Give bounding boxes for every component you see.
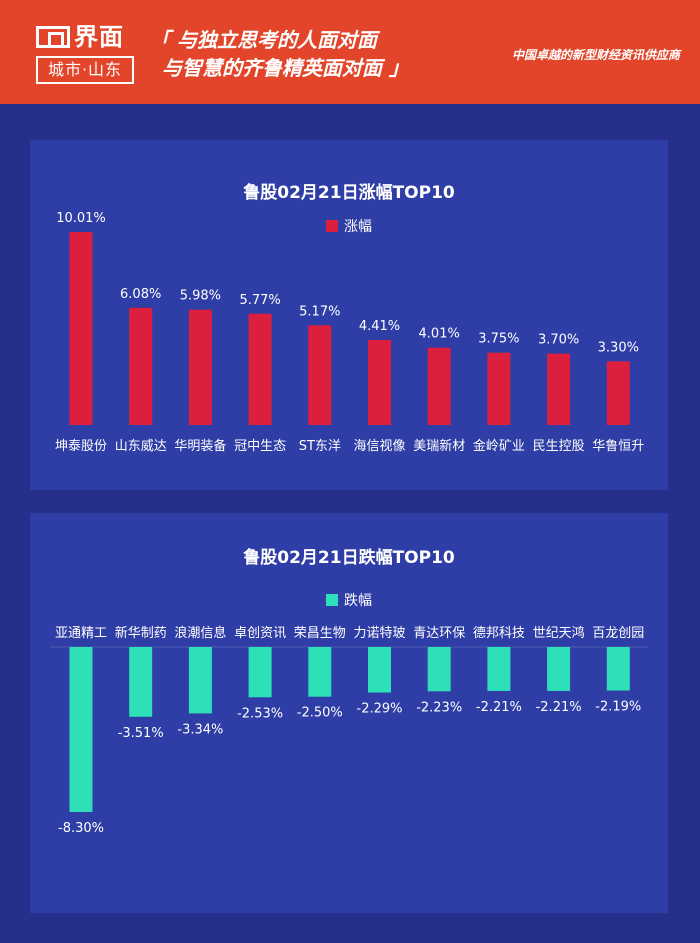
gainers-value-label: 4.41% [359, 319, 400, 334]
gainers-bar [368, 339, 391, 425]
gainers-bar [606, 361, 630, 425]
losers-value-label: -2.23% [416, 700, 462, 715]
gainers-value-label: 10.01% [56, 211, 106, 226]
losers-legend-label: 跌幅 [344, 593, 372, 609]
gainers-category-label: 美瑞新材 [413, 438, 465, 454]
losers-bar [308, 647, 332, 697]
gainers-bar [129, 307, 153, 425]
gainers-bar [547, 353, 571, 425]
gainers-value-label: 3.70% [538, 333, 579, 348]
logo-word: 界面 [74, 23, 124, 51]
losers-value-label: -3.51% [118, 726, 164, 741]
gainers-bar [248, 313, 272, 425]
gainers-value-label: 3.30% [598, 340, 639, 355]
losers-bar [368, 647, 391, 693]
gainers-chart-panel: 鲁股02月21日涨幅TOP10 涨幅 10.01% 坤泰股份 6.08% 山东威达 5.… [30, 140, 668, 490]
losers-category-label: 新华制药 [115, 625, 167, 641]
gainers-bar [487, 352, 511, 425]
losers-bar [69, 647, 93, 812]
losers-value-label: -2.29% [357, 702, 403, 717]
gainers-bar [308, 325, 332, 425]
losers-bar [606, 647, 630, 691]
losers-value-label: -2.19% [595, 700, 641, 715]
gainers-chart-title: 鲁股02月21日涨幅TOP10 [243, 183, 455, 203]
slogan: 「 与独立思考的人面对面 与智慧的齐鲁精英面对面 」 [150, 26, 409, 82]
losers-legend: 跌幅 [30, 590, 668, 610]
losers-category-label: 亚通精工 [55, 626, 107, 641]
losers-category-label: 卓创资讯 [234, 626, 286, 641]
losers-bar [129, 647, 153, 717]
gainers-value-label: 5.17% [299, 304, 340, 319]
losers-category-label: 世纪天鸿 [533, 625, 585, 641]
gainers-category-label: ST东洋 [299, 439, 341, 454]
gainers-value-label: 6.08% [120, 287, 161, 302]
gainers-bar [188, 309, 212, 425]
tagline: 中国卓越的新型财经资讯供应商 [511, 48, 680, 62]
brand-logo: 界面 城市·山东 [36, 22, 134, 84]
gainers-category-label: 华鲁恒升 [592, 439, 644, 454]
losers-value-label: -2.21% [476, 700, 522, 715]
gainers-legend: 涨幅 [30, 216, 668, 236]
losers-chart: -8.30% 亚通精工 -3.51% 新华制药 -3.34% 浪潮信息 -2.53% 卓创资讯… [50, 625, 648, 836]
slogan-line-2: 与智慧的齐鲁精英面对面 」 [162, 56, 409, 80]
gainers-category-label: 冠中生态 [234, 439, 286, 454]
losers-value-label: -3.34% [177, 722, 223, 737]
gainers-category-label: 华明装备 [174, 438, 226, 454]
losers-chart-title: 鲁股02月21日跌幅TOP10 [243, 548, 455, 568]
gainers-bar [427, 347, 451, 425]
gainers-category-label: 坤泰股份 [55, 439, 107, 454]
losers-value-label: -2.53% [237, 706, 283, 721]
losers-category-label: 荣昌生物 [294, 626, 346, 641]
losers-category-label: 百龙创园 [592, 626, 644, 641]
losers-value-label: -2.50% [297, 706, 343, 721]
losers-chart-panel: 鲁股02月21日跌幅TOP10 跌幅 -8.30% 亚通精工 -3.51% 新华制药 -… [30, 513, 668, 913]
gainers-legend-label: 涨幅 [344, 219, 372, 235]
losers-bar [248, 647, 272, 698]
losers-value-label: -8.30% [58, 821, 104, 836]
losers-bar [188, 647, 212, 714]
header-banner: 界面 城市·山东 「 与独立思考的人面对面 与智慧的齐鲁精英面对面 」 中国卓越… [0, 0, 700, 104]
gainers-value-label: 3.75% [478, 332, 519, 347]
logo-sub: 城市·山东 [36, 56, 134, 84]
gainers-bar [69, 232, 93, 425]
gainers-chart: 10.01% 坤泰股份 6.08% 山东威达 5.98% 华明装备 5.77% 冠中生态 5.1… [55, 211, 644, 454]
gainers-value-label: 5.77% [239, 293, 280, 308]
logo-mark-icon [36, 26, 70, 48]
losers-bar [427, 647, 451, 692]
losers-legend-swatch [326, 594, 338, 606]
gainers-value-label: 4.01% [419, 327, 460, 342]
gainers-value-label: 5.98% [180, 289, 221, 304]
losers-category-label: 青达环保 [413, 626, 465, 641]
gainers-category-label: 山东威达 [115, 439, 167, 454]
losers-value-label: -2.21% [536, 700, 582, 715]
losers-category-label: 力诺特玻 [353, 626, 405, 641]
slogan-line-1: 「 与独立思考的人面对面 [150, 28, 377, 52]
losers-category-label: 浪潮信息 [174, 625, 226, 641]
gainers-legend-swatch [326, 220, 338, 232]
gainers-category-label: 金岭矿业 [473, 438, 525, 454]
losers-category-label: 德邦科技 [473, 626, 525, 641]
losers-bar [547, 647, 571, 691]
gainers-category-label: 海信视像 [353, 439, 405, 454]
gainers-category-label: 民生控股 [533, 439, 585, 454]
losers-bar [487, 647, 511, 691]
